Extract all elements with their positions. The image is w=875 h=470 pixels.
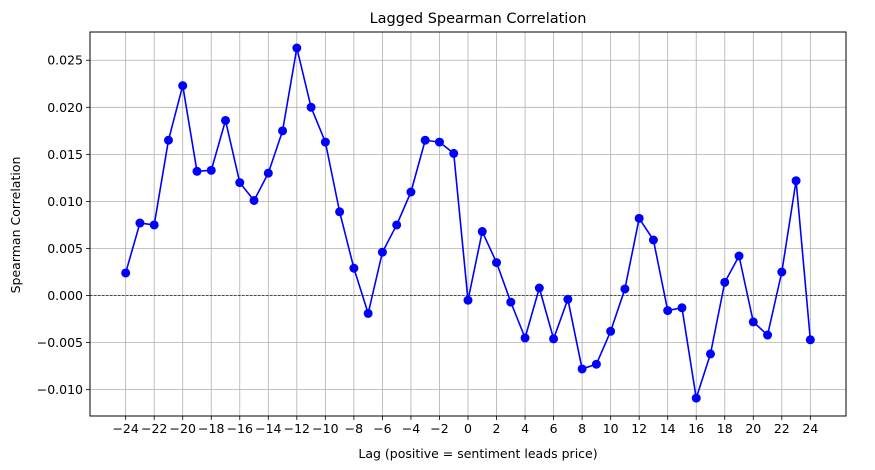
data-point-marker [805, 335, 815, 345]
data-point-marker [434, 137, 444, 147]
data-point-marker [763, 330, 773, 340]
y-tick-label: 0.020 [47, 100, 83, 115]
data-point-marker [178, 81, 188, 91]
data-point-marker [292, 43, 302, 53]
data-point-marker [549, 334, 559, 344]
x-tick-label: 4 [521, 421, 529, 436]
data-point-marker [591, 359, 601, 369]
data-point-marker [363, 308, 373, 318]
data-point-marker [278, 126, 288, 136]
data-point-marker [648, 235, 658, 245]
x-tick-label: −2 [430, 421, 448, 436]
chart-title: Lagged Spearman Correlation [370, 11, 587, 27]
x-tick-label: −14 [255, 421, 281, 436]
y-tick-label: −0.005 [37, 335, 83, 350]
x-tick-label: 20 [745, 421, 761, 436]
data-point-marker [520, 333, 530, 343]
data-point-marker [306, 102, 316, 112]
data-point-marker [748, 317, 758, 327]
data-point-marker [206, 165, 216, 175]
data-point-marker [663, 306, 673, 316]
y-tick-label: −0.010 [37, 382, 83, 397]
data-point-marker [121, 268, 131, 278]
data-point-marker [563, 294, 573, 304]
x-tick-label: 14 [660, 421, 676, 436]
data-point-marker [349, 263, 359, 273]
x-tick-label: 16 [688, 421, 704, 436]
data-point-marker [135, 218, 145, 228]
x-tick-label: −16 [227, 421, 253, 436]
x-tick-label: −24 [112, 421, 138, 436]
data-point-marker [449, 148, 459, 158]
data-point-marker [691, 393, 701, 403]
grid [90, 32, 846, 416]
data-point-marker [235, 178, 245, 188]
x-tick-label: −20 [170, 421, 196, 436]
x-tick-label: 22 [774, 421, 790, 436]
y-tick-label: 0.010 [47, 194, 83, 209]
data-point-marker [734, 251, 744, 261]
data-point-marker [320, 137, 330, 147]
data-point-marker [335, 207, 345, 217]
x-tick-label: −8 [345, 421, 363, 436]
data-point-marker [777, 267, 787, 277]
x-tick-label: −6 [373, 421, 391, 436]
data-point-marker [477, 227, 487, 237]
y-axis-ticks: −0.010 −0.005 0.000 0.005 0.010 0.015 0.020 0.0… [37, 53, 90, 397]
x-tick-label: −10 [312, 421, 338, 436]
data-point-marker [506, 297, 516, 307]
data-point-marker [163, 135, 173, 145]
data-point-marker [705, 349, 715, 359]
x-tick-label: 2 [493, 421, 501, 436]
x-tick-label: 6 [550, 421, 558, 436]
data-point-marker [634, 213, 644, 223]
x-tick-label: −12 [284, 421, 310, 436]
data-point-marker [392, 220, 402, 230]
data-point-marker [192, 166, 202, 176]
data-point-marker [606, 326, 616, 336]
data-point-marker [377, 247, 387, 257]
x-axis-ticks: −24 −22 −20 −18 −16 −14 −12 −10 −8 −6 −4 −2 0 2 4 6 8 10 1… [112, 416, 818, 436]
x-tick-label: −18 [198, 421, 224, 436]
x-tick-label: 12 [631, 421, 647, 436]
data-point-marker [720, 277, 730, 287]
y-tick-label: 0.005 [47, 241, 83, 256]
data-point-marker [221, 115, 231, 125]
data-point-marker [263, 168, 273, 178]
y-tick-label: 0.015 [47, 147, 83, 162]
data-point-marker [406, 187, 416, 197]
data-markers [121, 43, 815, 403]
data-point-marker [249, 195, 259, 205]
x-tick-label: −4 [402, 421, 420, 436]
x-tick-label: 0 [464, 421, 472, 436]
data-point-marker [677, 303, 687, 313]
data-point-marker [534, 283, 544, 293]
x-tick-label: 24 [802, 421, 818, 436]
data-point-marker [577, 364, 587, 374]
x-axis-label: Lag (positive = sentiment leads price) [358, 446, 597, 461]
data-point-marker [149, 220, 159, 230]
data-point-marker [492, 258, 502, 268]
y-tick-label: 0.025 [47, 53, 83, 68]
y-axis-label: Spearman Correlation [8, 157, 23, 294]
data-point-marker [420, 135, 430, 145]
x-tick-label: 18 [717, 421, 733, 436]
x-tick-label: −22 [141, 421, 167, 436]
data-point-marker [791, 176, 801, 186]
data-point-marker [620, 284, 630, 294]
y-tick-label: 0.000 [47, 288, 83, 303]
x-tick-label: 10 [603, 421, 619, 436]
data-point-marker [463, 295, 473, 305]
x-tick-label: 8 [578, 421, 586, 436]
